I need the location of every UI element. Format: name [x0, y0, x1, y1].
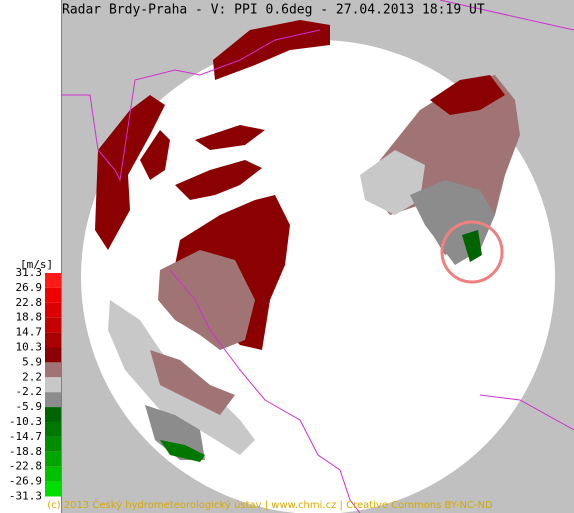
legend-label: -14.7: [9, 430, 42, 443]
legend-label: 18.8: [16, 311, 43, 324]
echo: [158, 250, 255, 350]
legend-swatch: [45, 377, 61, 393]
echo: [175, 160, 262, 200]
legend-label: -2.2: [16, 385, 43, 398]
legend-swatch: [45, 407, 61, 422]
legend-swatch: [45, 332, 61, 348]
legend-label: 2.2: [22, 370, 42, 383]
legend-label: -5.9: [16, 400, 43, 413]
legend-swatch: [45, 362, 61, 378]
legend-swatch: [45, 392, 61, 408]
legend-swatch: [45, 302, 61, 318]
copyright: (c) 2013 Český hydrometeorologický ústav…: [47, 498, 493, 511]
legend-swatch: [45, 481, 61, 497]
legend-label: 26.9: [16, 281, 43, 294]
legend-unit: [m/s]: [20, 258, 53, 271]
echo: [145, 405, 205, 460]
echo: [430, 75, 505, 115]
legend-swatch: [45, 451, 61, 467]
echo: [140, 130, 170, 180]
highlight-circle: [440, 220, 504, 284]
legend-label: -18.8: [9, 445, 42, 458]
legend-label: -31.3: [9, 490, 42, 503]
echo: [360, 150, 425, 215]
echo: [213, 20, 330, 80]
legend-label: -10.3: [9, 415, 42, 428]
echo: [150, 350, 235, 415]
echo: [95, 95, 165, 250]
echo: [195, 125, 265, 150]
echo: [462, 230, 482, 262]
title: Radar Brdy-Praha - V: PPI 0.6deg - 27.04…: [62, 3, 485, 18]
legend-swatch: [45, 422, 61, 437]
echoes: [95, 20, 520, 462]
legend-swatch: [45, 436, 61, 452]
echo: [160, 440, 205, 462]
legend-label: 5.9: [22, 355, 42, 368]
legend-label: 31.3: [16, 266, 43, 279]
legend-label: 10.3: [16, 341, 43, 354]
legend-swatch: [45, 273, 61, 288]
legend-swatch: [45, 466, 61, 482]
legend-swatch: [45, 317, 61, 333]
legend-label: 22.8: [16, 296, 43, 309]
legend-swatch: [45, 287, 61, 303]
legend-label: 14.7: [16, 326, 43, 339]
border-line: [62, 0, 574, 513]
legend-label: -22.8: [9, 460, 42, 473]
legend-label: -26.9: [9, 475, 42, 488]
legend: 31.3 26.9 22.8 18.8 14.7 10.35.9 2.2 -2.2 -5.9 -1…: [9, 266, 61, 503]
legend-swatch: [45, 347, 61, 363]
